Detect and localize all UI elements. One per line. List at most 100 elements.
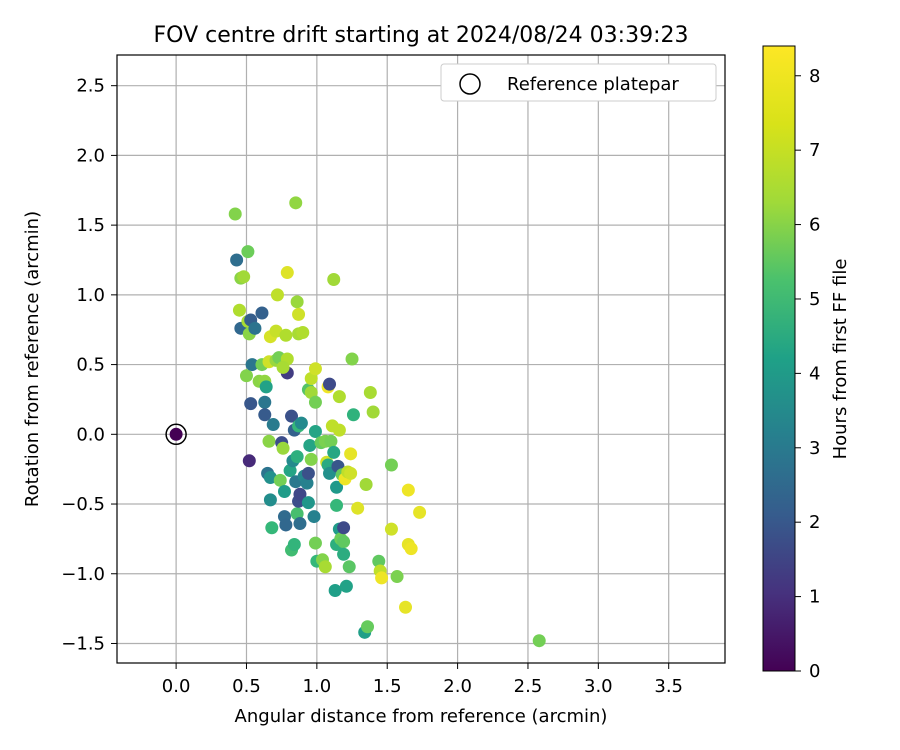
data-point — [324, 434, 338, 448]
data-point — [232, 303, 246, 317]
x-tick-label: 0.0 — [162, 676, 191, 697]
data-point — [258, 408, 272, 422]
colorbar-tick-label: 8 — [809, 66, 820, 87]
data-point — [327, 445, 341, 459]
grid-lines — [117, 55, 725, 663]
data-point — [337, 547, 351, 561]
data-point — [372, 554, 386, 568]
colorbar-tick-label: 6 — [809, 215, 820, 236]
data-point — [303, 438, 317, 452]
y-tick-label: −0.5 — [61, 494, 105, 515]
y-tick-label: −1.5 — [61, 633, 105, 654]
data-point — [384, 458, 398, 472]
legend-label: Reference platepar — [507, 74, 679, 95]
colorbar-tick-label: 0 — [809, 661, 820, 682]
data-point — [248, 321, 262, 335]
data-point — [301, 496, 315, 510]
data-point — [276, 441, 290, 455]
chart-title: FOV centre drift starting at 2024/08/24 … — [154, 23, 689, 48]
data-point — [263, 471, 277, 485]
data-point — [361, 620, 375, 634]
data-point — [404, 542, 418, 556]
data-point — [263, 493, 277, 507]
data-point — [228, 207, 242, 221]
data-point — [269, 324, 283, 338]
y-tick-label: −1.0 — [61, 564, 105, 585]
data-point — [280, 266, 294, 280]
data-point — [327, 273, 341, 287]
reference-point-group — [165, 423, 187, 446]
legend-reference-marker — [459, 73, 481, 95]
data-point — [332, 390, 346, 404]
data-point — [290, 295, 304, 309]
data-point — [323, 377, 337, 391]
data-point — [276, 360, 290, 374]
data-point — [293, 517, 307, 531]
data-point — [337, 521, 351, 535]
data-point — [230, 253, 244, 267]
legend-box — [440, 63, 717, 102]
data-point — [266, 418, 280, 432]
legend: Reference platepar — [440, 63, 717, 102]
data-point — [342, 560, 356, 574]
data-point — [279, 518, 293, 532]
data-point — [262, 434, 276, 448]
colorbar-gradient — [762, 45, 796, 672]
colorbar-tick-label: 5 — [809, 289, 820, 310]
data-point — [245, 358, 259, 372]
y-tick-label: 0.5 — [76, 355, 105, 376]
colorbar-tick-label: 2 — [809, 512, 820, 533]
data-point — [363, 385, 377, 399]
reference-platepar-marker — [165, 423, 187, 446]
data-point — [244, 397, 258, 411]
data-point — [330, 480, 344, 494]
data-point — [259, 380, 273, 394]
colorbar-tick-label: 4 — [809, 363, 820, 384]
data-point — [258, 395, 272, 409]
data-point — [308, 425, 322, 439]
y-tick-label: 2.5 — [76, 76, 105, 97]
data-point — [293, 487, 307, 501]
data-point — [265, 521, 279, 535]
reference-point — [169, 427, 183, 441]
data-point — [318, 560, 332, 574]
data-point — [351, 501, 365, 515]
plot-frame — [116, 54, 726, 664]
colorbar: 0 1 2 3 4 5 6 7 8 Hours from first FF file — [762, 45, 851, 682]
x-tick-label: 2.5 — [514, 676, 543, 697]
data-point — [328, 583, 342, 597]
data-point — [337, 535, 351, 549]
data-point — [273, 473, 287, 487]
data-point — [270, 288, 284, 302]
data-point — [339, 579, 353, 593]
data-point — [290, 507, 304, 521]
data-points — [228, 196, 546, 648]
colorbar-tick-label: 7 — [809, 140, 820, 161]
data-point — [532, 634, 546, 648]
data-point — [277, 484, 291, 498]
data-point — [401, 483, 415, 497]
y-axis-label: Rotation from reference (arcmin) — [22, 211, 43, 507]
data-point — [384, 522, 398, 536]
data-point — [255, 306, 269, 320]
x-axis-label: Angular distance from reference (arcmin) — [235, 706, 608, 727]
data-point — [399, 600, 413, 614]
data-point — [294, 416, 308, 430]
data-point — [237, 270, 251, 284]
data-point — [307, 510, 321, 524]
data-point — [300, 476, 314, 490]
data-point — [283, 464, 297, 478]
data-point — [330, 498, 344, 512]
x-tick-label: 1.5 — [373, 676, 402, 697]
data-point — [366, 405, 380, 419]
data-point — [287, 537, 301, 551]
data-point — [296, 326, 310, 340]
data-point — [241, 245, 255, 259]
data-point — [345, 352, 359, 366]
y-tick-label: 1.0 — [76, 285, 105, 306]
x-tick-label: 3.5 — [654, 676, 683, 697]
colorbar-tick-label: 1 — [809, 587, 820, 608]
colorbar-tick-label: 3 — [809, 438, 820, 459]
data-point — [375, 571, 389, 585]
